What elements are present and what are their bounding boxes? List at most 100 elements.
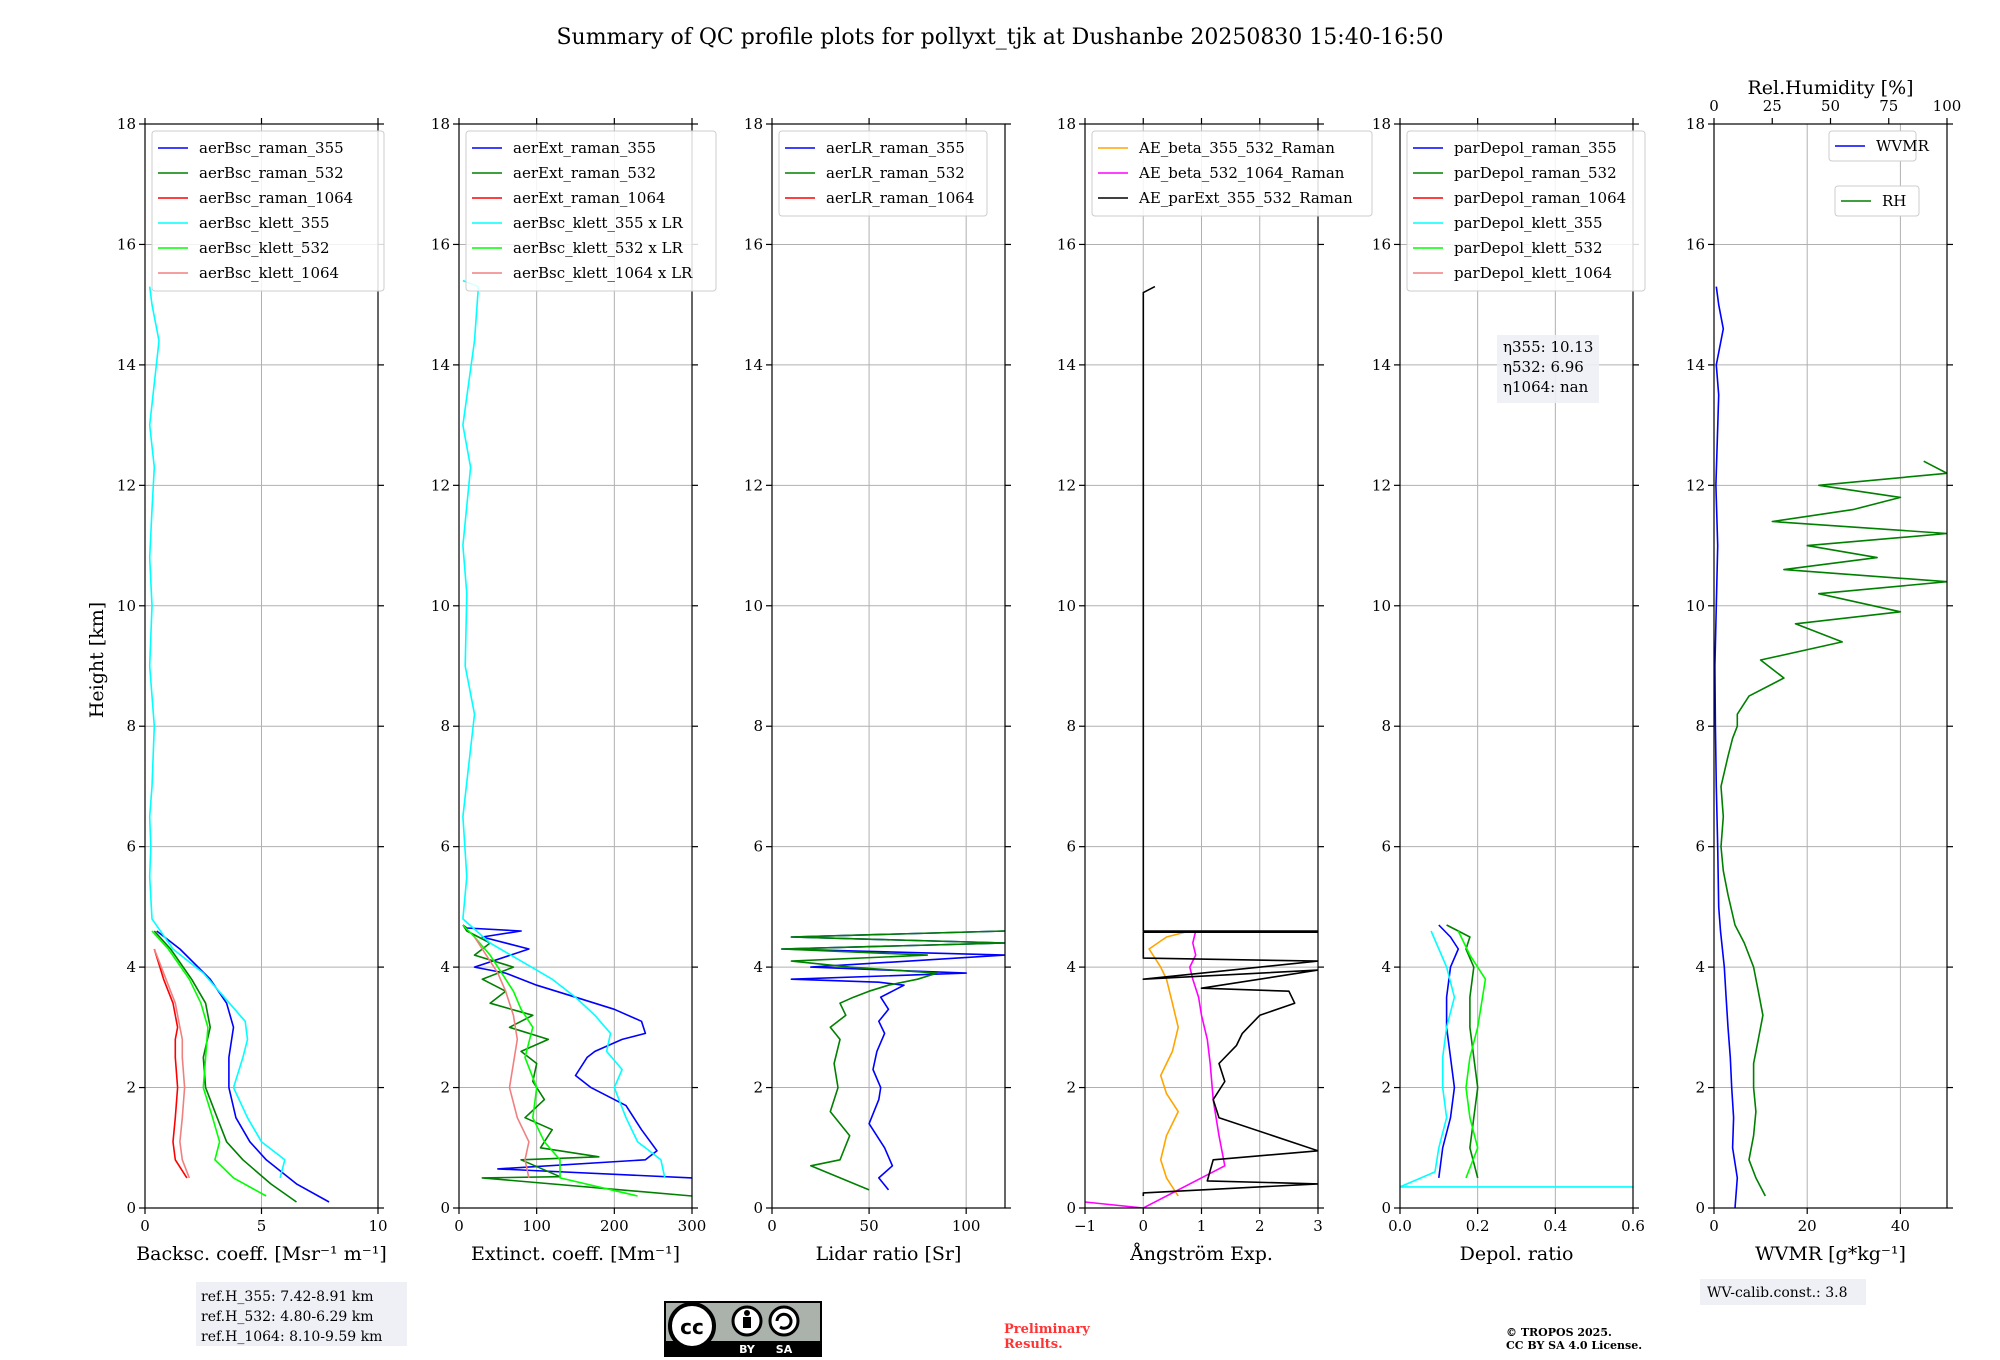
y-tick-label: 16 [744,235,763,253]
legend-label: parDepol_raman_1064 [1454,189,1626,207]
eta-value: η532: 6.96 [1503,358,1584,376]
y-tick-label: 6 [126,838,136,856]
y-tick-label: 16 [1057,235,1076,253]
y-tick-label: 8 [1695,717,1705,735]
series-line-ae-parext-355-532-raman [1142,285,1318,1196]
cc-by-label: BY [739,1343,756,1356]
legend: aerExt_raman_355 aerExt_raman_532 aerExt_r… [465,130,717,292]
y-tick-label: 12 [1686,476,1705,494]
legend-box [151,130,385,292]
axes-frame [458,123,693,1209]
y-tick-label: 14 [1057,356,1076,374]
x-axis-label: Ångström Exp. [1129,1243,1273,1265]
y-tick-label: 16 [1372,235,1391,253]
y-tick-label: 6 [1381,838,1391,856]
series-line-aerbsc-klett-532-x-lr [462,924,638,1197]
series-line-pardepol-raman-355 [1438,924,1460,1179]
x-axis-label: Depol. ratio [1460,1243,1574,1265]
y-tick-label: 4 [753,958,763,976]
y-tick-label: 12 [1057,476,1076,494]
x-tick-label: 0 [1138,1217,1148,1235]
y-tick-label: 18 [117,115,136,133]
y-tick-label: 4 [126,958,136,976]
series-line-ae-beta-532-1064-raman [1085,930,1226,1208]
y-tick-label: 12 [431,476,450,494]
legend-label: aerLR_raman_532 [826,164,965,182]
y-tick-label: 18 [744,115,763,133]
legend: parDepol_raman_355 parDepol_raman_532 parD… [1406,130,1646,292]
axes-frame [1713,123,1948,1209]
series-line-aerlr-raman-532 [780,930,1005,1191]
y-tick-label: 0 [1066,1199,1076,1217]
y-tick-label: 8 [1066,717,1076,735]
legend-label: parDepol_klett_1064 [1454,264,1612,282]
cc-sa-label: SA [776,1343,793,1356]
license-line: CC BY SA 4.0 License. [1506,1339,1642,1352]
legend-label: aerBsc_klett_1064 x LR [513,264,693,282]
legend-wvmr: WVMR [1828,130,1930,162]
panel-3: 0 2 4 6 8 10 12 14 16 18 0 50 100 Lidar ratio [Sr] aer… [744,115,1011,1265]
y-tick-label: 10 [1372,597,1391,615]
panel-1: 0 2 4 6 8 10 12 14 16 18 0 5 10 Backsc. coeff. [Msr⁻¹… [117,115,388,1265]
y-tick-label: 0 [126,1199,136,1217]
series-line-ae-beta-355-532-raman [1148,930,1190,1197]
y-tick-label: 14 [1372,356,1391,374]
y-tick-label: 14 [117,356,136,374]
y-tick-label: 0 [1695,1199,1705,1217]
x-tick-label: 3 [1313,1217,1323,1235]
y-tick-label: 8 [126,717,136,735]
series-line-pardepol-klett-355 [1400,930,1633,1188]
x-axis-label: WVMR [g*kg⁻¹] [1755,1243,1906,1265]
y-tick-label: 0 [753,1199,763,1217]
x-axis-label: Extinct. coeff. [Mm⁻¹] [471,1243,680,1265]
copyright-line: © TROPOS 2025. [1506,1326,1612,1339]
series-line-aerext-raman-355 [462,924,692,1179]
series-group [462,279,692,1197]
svg-text:cc: cc [680,1315,704,1339]
y-tick-label: 14 [1686,356,1705,374]
x-tick-label: 0.4 [1543,1217,1567,1235]
legend-label: parDepol_klett_355 [1454,214,1603,232]
series-line-aerbsc-raman-1064 [153,948,188,1179]
ref-height-355: ref.H_355: 7.42-8.91 km [201,1289,374,1305]
series-line-pardepol-klett-532 [1457,930,1487,1179]
y-tick-label: 2 [1381,1079,1391,1097]
legend-label: aerBsc_raman_355 [199,139,344,157]
legend-box [1406,130,1646,292]
ref-height-532: ref.H_532: 4.80-6.29 km [201,1309,374,1325]
x-tick-label: 0 [1709,1217,1719,1235]
legend-label: aerExt_raman_1064 [513,189,666,207]
x-tick-label: 300 [678,1217,707,1235]
wv-calib-box [1700,1279,1866,1305]
y-tick-label: 10 [1057,597,1076,615]
ref-height-box [196,1282,407,1346]
x-tick-label: 100 [952,1217,981,1235]
legend: aerLR_raman_355 aerLR_raman_532 aerLR_rama… [778,130,988,217]
axes-frame [1399,123,1634,1209]
legend-label: aerLR_raman_355 [826,139,965,157]
series-line-aerbsc-klett-355-x-lr [462,279,666,1179]
y-tick-label: 0 [1381,1199,1391,1217]
panel-5: 0 2 4 6 8 10 12 14 16 18 0.0 0.2 0.4 0.6 Depol. ratio p… [1372,115,1646,1265]
y-tick-label: 4 [1381,958,1391,976]
x2-tick-label: 50 [1821,97,1840,115]
x-tick-label: 50 [860,1217,879,1235]
y-tick-label: 2 [440,1079,450,1097]
series-line-aerbsc-klett-355 [148,286,286,1179]
legend-label: AE_parExt_355_532_Raman [1138,189,1353,207]
legend-label: aerBsc_klett_355 x LR [513,214,684,232]
figure-title: Summary of QC profile plots for pollyxt_… [556,25,1443,50]
legend-label: aerBsc_klett_532 x LR [513,239,684,257]
x-tick-label: 0.0 [1388,1217,1412,1235]
x-tick-label: 100 [522,1217,551,1235]
x-tick-label: 5 [257,1217,267,1235]
x-tick-label: 0.6 [1621,1217,1645,1235]
legend-label: aerBsc_klett_1064 [199,264,339,282]
series-line-rh [1720,460,1947,1197]
x2-tick-label: 100 [1933,97,1962,115]
series-group [1714,286,1947,1208]
x-tick-label: −1 [1074,1217,1096,1235]
y-tick-label: 12 [1372,476,1391,494]
